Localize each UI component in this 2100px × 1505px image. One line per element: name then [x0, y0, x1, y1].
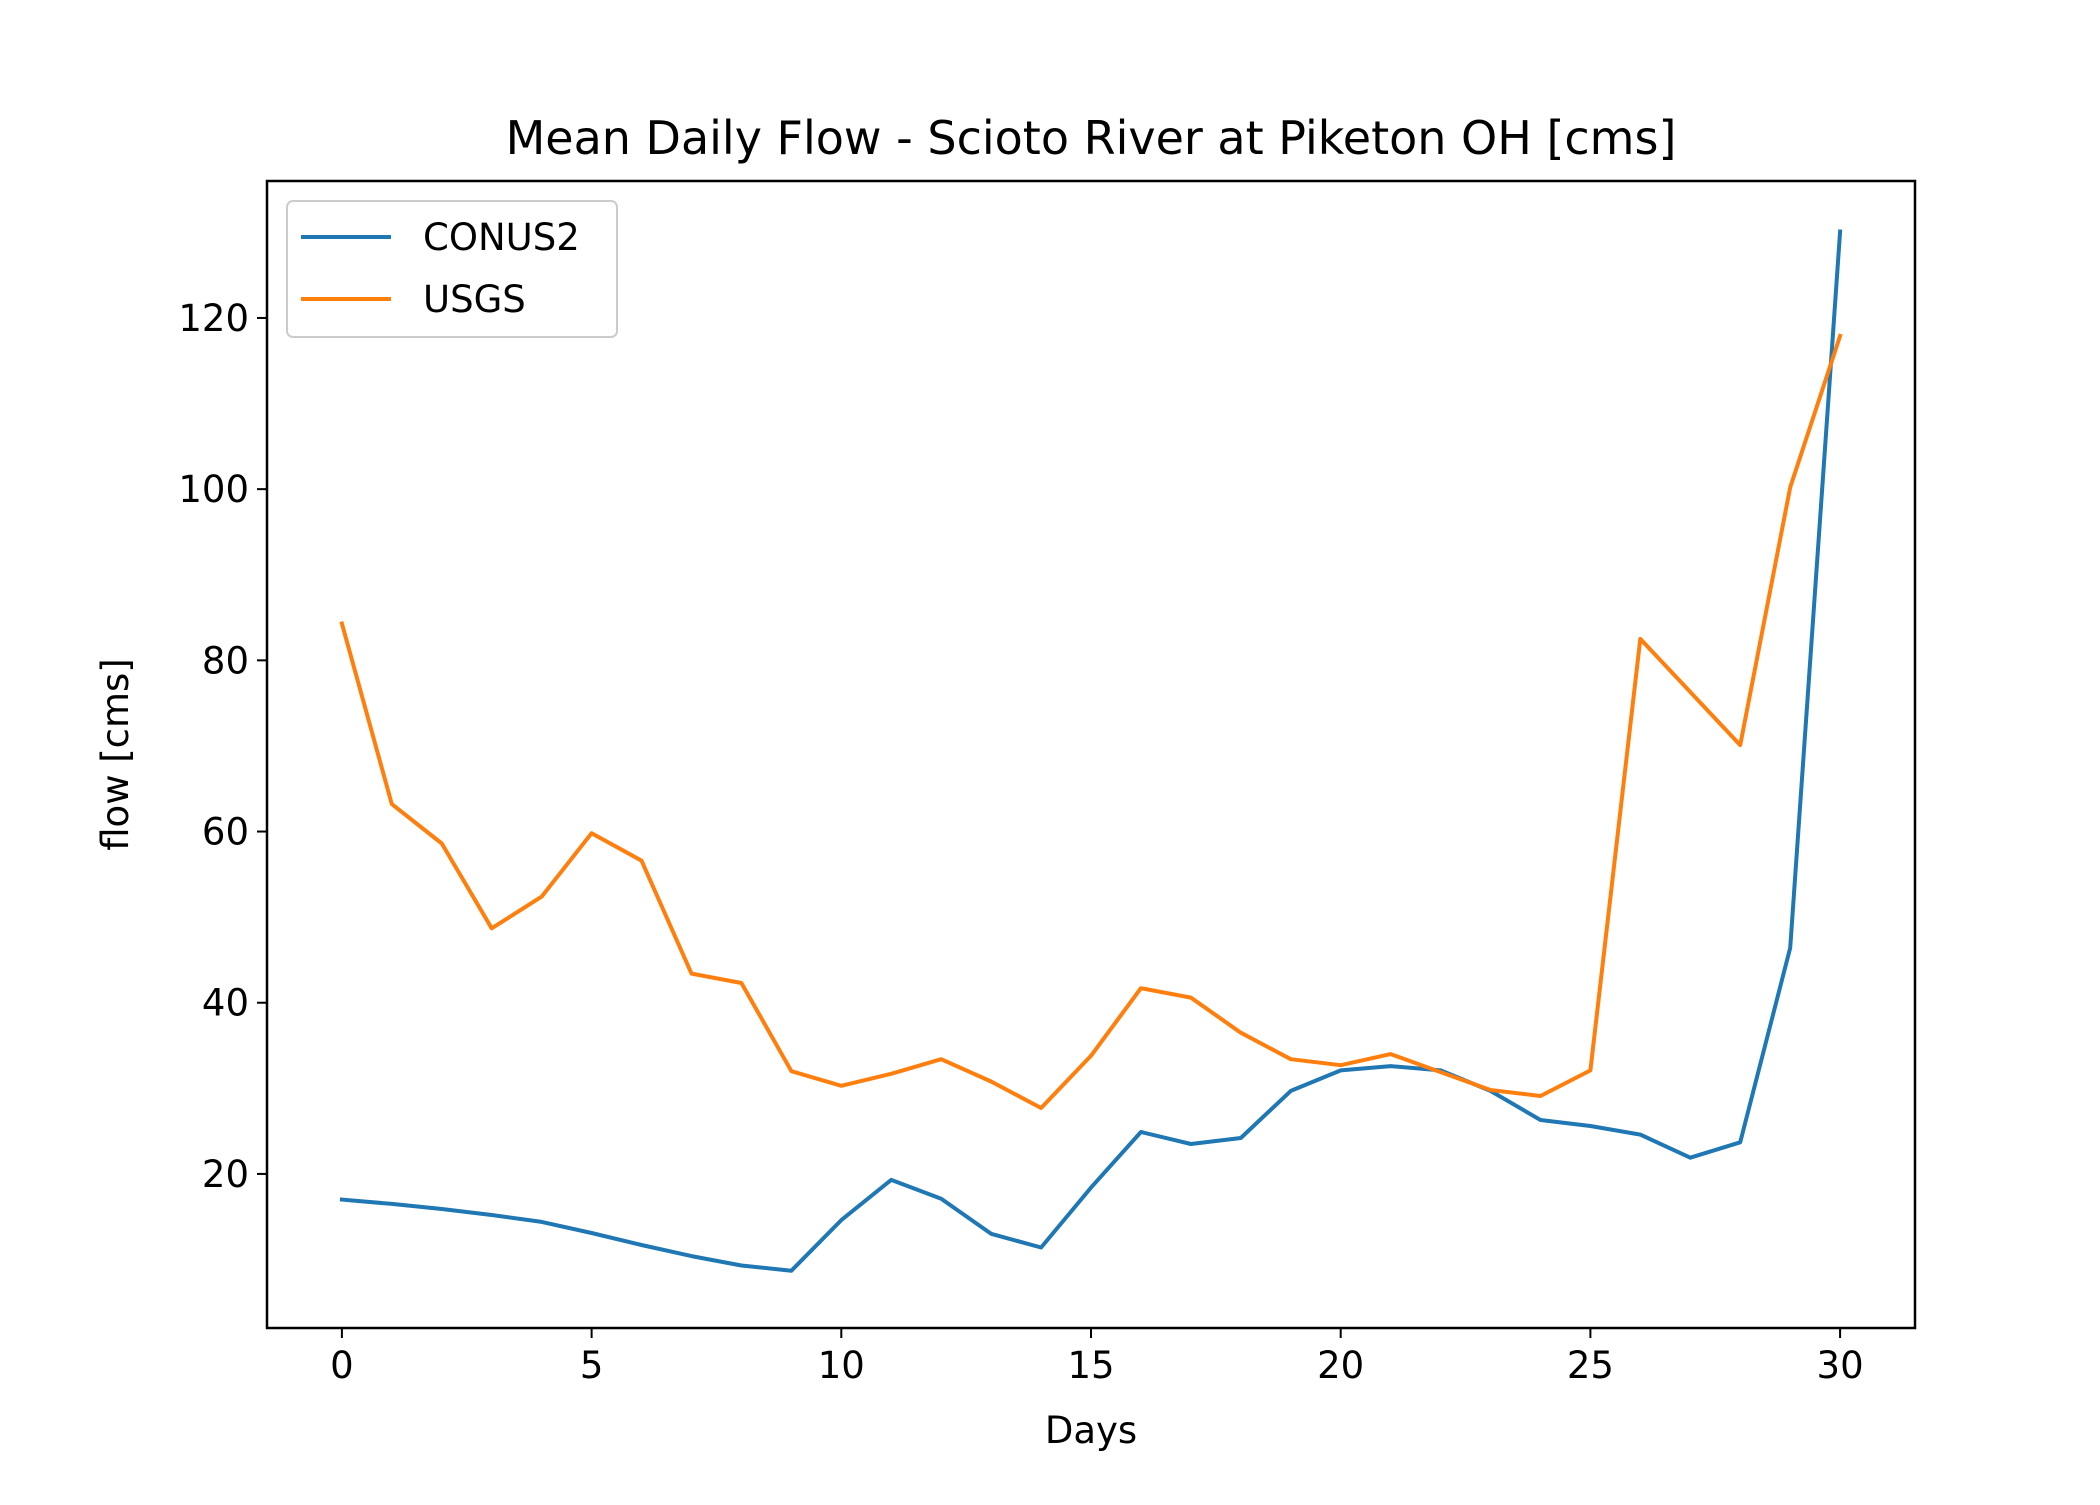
y-tick-label: 40	[202, 982, 249, 1025]
y-tick-label: 20	[202, 1153, 249, 1196]
x-tick-label: 10	[818, 1344, 865, 1387]
series-line-usgs	[339, 333, 1843, 1110]
chart-title: Mean Daily Flow - Scioto River at Piketo…	[506, 111, 1677, 165]
y-tick-label: 60	[202, 811, 249, 854]
plot-frame	[265, 179, 1917, 1330]
y-axis: 20 40 60 80 100 120	[178, 297, 267, 1196]
x-tick-label: 15	[1067, 1344, 1114, 1387]
x-tick-label: 5	[580, 1344, 604, 1387]
y-tick-label: 80	[202, 639, 249, 682]
x-tick-label: 30	[1817, 1344, 1864, 1387]
legend-label: CONUS2	[423, 216, 580, 259]
x-tick-label: 0	[330, 1344, 354, 1387]
y-axis-label: flow [cms]	[94, 658, 137, 851]
y-tick-label: 120	[178, 297, 249, 340]
y-tick-label: 100	[178, 468, 249, 511]
x-tick-label: 25	[1567, 1344, 1614, 1387]
x-axis: 0 5 10 15 20 25 30	[330, 1328, 1864, 1387]
series-layer	[339, 229, 1843, 1273]
x-tick-label: 20	[1317, 1344, 1364, 1387]
legend-label: USGS	[423, 278, 526, 321]
x-axis-label: Days	[1045, 1409, 1137, 1452]
legend: CONUS2 USGS	[286, 200, 618, 338]
series-line-conus2	[339, 229, 1843, 1273]
